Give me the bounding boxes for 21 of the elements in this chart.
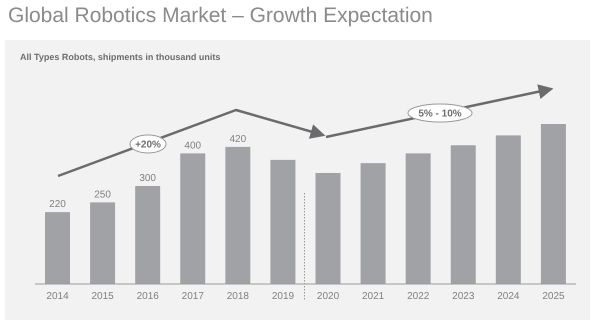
x-tick-label: 2014 bbox=[46, 291, 70, 302]
x-tick-label: 2021 bbox=[362, 291, 385, 302]
text: 5% - 10% bbox=[418, 108, 462, 120]
x-tick-label: 2023 bbox=[452, 291, 475, 302]
x-tick-label: 2018 bbox=[226, 291, 250, 302]
x-tick-label: 2015 bbox=[92, 291, 114, 302]
data-label: 250 bbox=[94, 189, 112, 200]
data-label: 400 bbox=[184, 140, 202, 152]
data-label: 420 bbox=[229, 134, 247, 145]
x-tick-label: 2017 bbox=[182, 291, 204, 302]
x-tick-label: 2019 bbox=[272, 291, 295, 302]
x-tick-label: 2025 bbox=[542, 291, 566, 302]
data-label: 300 bbox=[139, 173, 156, 184]
x-tick-label: 2022 bbox=[407, 291, 430, 302]
x-tick-label: 2020 bbox=[316, 291, 340, 302]
data-label: 220 bbox=[49, 199, 66, 210]
x-tick-label: 2024 bbox=[497, 291, 520, 302]
x-tick-label: 2016 bbox=[136, 291, 160, 302]
annotation: +20% bbox=[135, 140, 162, 150]
chart-title: Global Robotics Market – Growth Expectation bbox=[8, 4, 433, 28]
chart-subtitle: All Types Robots, shipments in thousand units bbox=[20, 52, 220, 62]
